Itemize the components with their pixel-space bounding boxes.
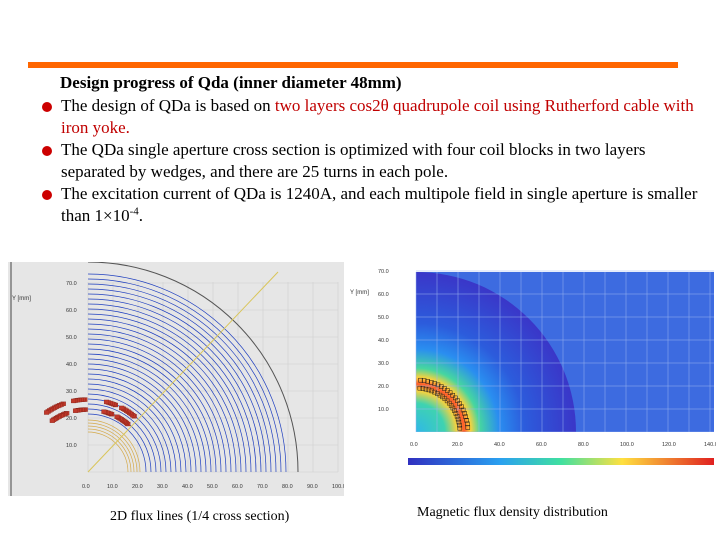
flux-lines-x-tick: 10.0 — [107, 484, 118, 490]
flux-density-y-tick: 70.0 — [378, 269, 389, 275]
flux-density-x-tick: 140.0 — [704, 442, 716, 448]
bullet-text-end: . — [138, 206, 144, 225]
bullet-dot-icon — [42, 190, 52, 200]
flux-density-x-tick: 20.0 — [452, 442, 463, 448]
flux-lines-y-tick: 20.0 — [66, 416, 77, 422]
flux-lines-y-tick: 50.0 — [66, 335, 77, 341]
flux-density-y-tick: 30.0 — [378, 361, 389, 367]
flux-lines-y-tick: 70.0 — [66, 281, 77, 287]
flux-density-y-axis-label: Y [mm] — [350, 290, 369, 296]
flux-lines-y-tick: 60.0 — [66, 308, 77, 314]
flux-lines-x-tick: 90.0 — [307, 484, 318, 490]
bullet-highlight: two layers cos2θ quadrupole coil using R… — [61, 96, 694, 137]
flux-density-x-tick: 40.0 — [494, 442, 505, 448]
bullet-dot-icon — [42, 102, 52, 112]
bullet-item: The design of QDa is based on two layers… — [40, 95, 705, 139]
flux-density-x-tick: 0.0 — [410, 442, 418, 448]
flux-density-x-tick: 120.0 — [662, 442, 676, 448]
bullet-list: The design of QDa is based on two layers… — [40, 95, 705, 227]
flux-lines-x-tick: 30.0 — [157, 484, 168, 490]
flux-lines-x-tick: 70.0 — [257, 484, 268, 490]
flux-density-x-tick: 80.0 — [578, 442, 589, 448]
bullet-item: The QDa single aperture cross section is… — [40, 139, 705, 183]
flux-density-y-tick: 60.0 — [378, 292, 389, 298]
flux-lines-x-tick: 80.0 — [282, 484, 293, 490]
flux-lines-x-tick: 60.0 — [232, 484, 243, 490]
bullet-item: The excitation current of QDa is 1240A, … — [40, 183, 705, 227]
flux-lines-figure: Y [mm] 70.0 60.0 50.0 40.0 30.0 20.0 10.0 0.0 1… — [8, 262, 344, 496]
flux-density-figure: Y [mm] 70.0 60.0 50.0 40.0 30.0 20.0 10.0 0.0 2… — [348, 266, 716, 478]
flux-density-x-tick: 100.0 — [620, 442, 634, 448]
flux-lines-y-tick: 10.0 — [66, 443, 77, 449]
flux-density-caption: Magnetic flux density distribution — [417, 505, 608, 520]
flux-lines-y-tick: 40.0 — [66, 362, 77, 368]
flux-lines-x-tick: 40.0 — [182, 484, 193, 490]
bullet-text: The QDa single aperture cross section is… — [61, 140, 646, 181]
flux-density-y-tick: 50.0 — [378, 315, 389, 321]
flux-density-x-tick: 60.0 — [536, 442, 547, 448]
flux-lines-caption: 2D flux lines (1/4 cross section) — [110, 509, 290, 524]
flux-lines-y-axis-label: Y [mm] — [12, 296, 31, 302]
flux-lines-y-tick: 30.0 — [66, 389, 77, 395]
slide-heading: Design progress of Qda (inner diameter 4… — [60, 73, 402, 92]
flux-density-y-tick: 40.0 — [378, 338, 389, 344]
flux-lines-x-tick: 0.0 — [82, 484, 90, 490]
flux-density-y-tick: 20.0 — [378, 384, 389, 390]
bullet-dot-icon — [42, 146, 52, 156]
flux-lines-x-tick: 50.0 — [207, 484, 218, 490]
top-accent-rule — [28, 62, 678, 68]
flux-lines-x-tick: 100.0 — [332, 484, 344, 490]
bullet-text: The excitation current of QDa is 1240A, … — [61, 184, 698, 225]
bullet-text: The design of QDa is based on — [61, 96, 275, 115]
flux-lines-x-tick: 20.0 — [132, 484, 143, 490]
flux-density-y-tick: 10.0 — [378, 407, 389, 413]
bullet-superscript: -4 — [129, 205, 139, 218]
